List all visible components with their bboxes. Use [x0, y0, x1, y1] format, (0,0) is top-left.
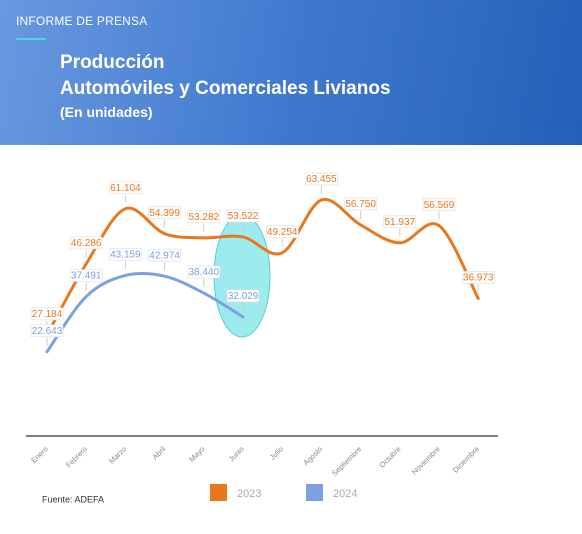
- data-label: 56.569: [424, 200, 455, 211]
- data-label: 43.159: [110, 250, 141, 261]
- label-box: [226, 289, 260, 303]
- x-tick-label: Julio: [268, 444, 285, 461]
- data-label: 22.643: [32, 326, 63, 337]
- label-box: [383, 215, 417, 229]
- x-tick-label: Marzo: [107, 444, 128, 465]
- x-tick-label: Diciembre: [451, 444, 481, 474]
- data-label: 61.104: [110, 183, 141, 194]
- label-box: [69, 236, 103, 250]
- x-tick-label: Agosto: [301, 444, 324, 467]
- label-box: [226, 209, 260, 223]
- label-box: [109, 248, 142, 261]
- label-box: [265, 225, 299, 239]
- label-box: [344, 197, 377, 211]
- label-box: [148, 206, 181, 219]
- kicker: INFORME DE PRENSA: [16, 14, 148, 28]
- label-box: [305, 172, 338, 186]
- data-label: 42.974: [149, 250, 180, 261]
- data-label: 49.254: [267, 227, 298, 238]
- label-box: [422, 198, 456, 211]
- legend-swatch: [210, 484, 227, 501]
- source: Fuente: ADEFA: [42, 494, 104, 504]
- legend-label: 2023: [237, 488, 261, 500]
- series-line: [45, 271, 245, 354]
- x-tick-label: Febrero: [64, 444, 89, 469]
- data-label: 53.282: [189, 212, 220, 223]
- subtitle: (En unidades): [60, 104, 153, 120]
- x-tick-label: Octubre: [377, 444, 402, 469]
- data-label: 53.522: [228, 211, 259, 222]
- data-label: 56.750: [345, 199, 376, 210]
- data-label: 38.440: [189, 267, 220, 278]
- x-tick-label: Mayo: [187, 444, 206, 463]
- data-label: 51.937: [385, 217, 416, 228]
- label-box: [148, 248, 181, 262]
- legend-label: 2024: [333, 488, 357, 500]
- data-label: 54.399: [149, 208, 180, 219]
- x-tick-label: Septiembre: [330, 444, 363, 477]
- label-box: [30, 324, 64, 338]
- data-label: 63.455: [306, 174, 337, 185]
- label-box: [109, 181, 142, 195]
- x-tick-label: Enero: [29, 444, 50, 465]
- header: INFORME DE PRENSA Producción Automóviles…: [0, 0, 582, 145]
- label-box: [187, 210, 221, 224]
- data-label: 37.491: [71, 271, 102, 282]
- data-label: 46.286: [71, 238, 102, 249]
- label-box: [461, 271, 495, 284]
- x-tick-label: Abril: [150, 444, 167, 461]
- data-label: 36.973: [463, 273, 494, 284]
- label-box: [30, 307, 64, 321]
- data-label: 32.029: [228, 291, 259, 302]
- title-line: Automóviles y Comerciales Livianos: [60, 78, 391, 99]
- data-label: 27.184: [32, 309, 63, 320]
- x-tick-label: Junio: [227, 444, 246, 463]
- title-line: Producción: [60, 52, 165, 73]
- label-box: [69, 269, 103, 282]
- highlight: [213, 214, 271, 338]
- label-box: [187, 265, 221, 279]
- kicker-bar: [16, 38, 46, 40]
- x-tick-label: Noviembre: [410, 444, 442, 476]
- series-line: [45, 197, 480, 337]
- legend-swatch: [306, 484, 323, 501]
